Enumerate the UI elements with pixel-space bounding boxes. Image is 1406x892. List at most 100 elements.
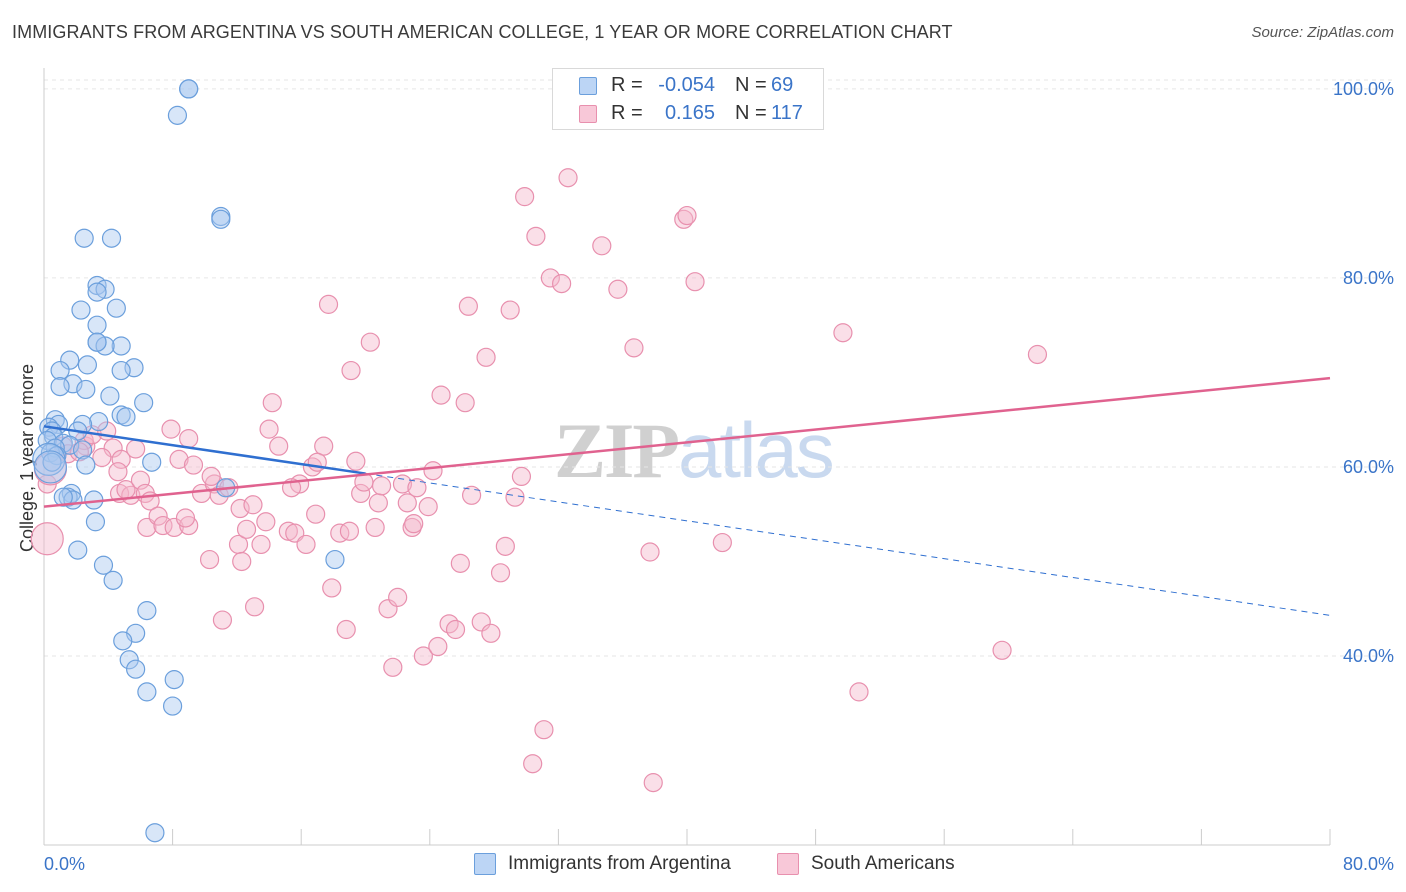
argentina-point (100, 386, 120, 406)
argentina-point (167, 105, 188, 125)
south-americans-point (383, 657, 403, 677)
south-americans-point (212, 610, 233, 630)
argentina-point (53, 487, 73, 507)
south-americans-point (523, 754, 543, 774)
south-americans-point (677, 205, 697, 226)
south-americans-point (330, 523, 350, 543)
argentina-point (325, 549, 345, 570)
south-americans-point (413, 646, 433, 666)
y-axis-label: College, 1 year or more (17, 364, 37, 552)
argentina-point (137, 601, 157, 621)
south-americans-point (30, 522, 64, 556)
south-americans-point (368, 493, 388, 513)
south-americans-point (183, 455, 204, 475)
south-americans-point (515, 187, 535, 207)
argentina-point (111, 360, 131, 381)
legend-label: South Americans (811, 853, 955, 874)
argentina-point (68, 540, 88, 560)
south-americans-point (314, 436, 334, 456)
stats-legend: R = -0.054 N = 69 R = 0.165 N = 117 (552, 68, 824, 130)
south-americans-point (552, 273, 572, 294)
south-americans-point (296, 534, 316, 555)
south-americans-point (423, 461, 443, 481)
south-americans-point (476, 347, 496, 367)
south-americans-point (458, 296, 478, 316)
source-label: Source: ZipAtlas.com (1251, 24, 1394, 41)
y-tick-label: 80.0% (1343, 268, 1394, 288)
argentina-point (142, 452, 162, 472)
south-americans-point (388, 587, 408, 607)
south-americans-point (161, 419, 181, 439)
stats-legend-row-blue: R = -0.054 N = 69 (553, 71, 823, 101)
south-americans-point (685, 272, 705, 292)
south-americans-point (450, 553, 470, 573)
argentina-point (85, 512, 106, 532)
south-americans-point (169, 449, 189, 469)
south-americans-point (111, 449, 131, 469)
south-americans-point (360, 332, 380, 352)
south-americans-point (404, 514, 424, 534)
south-americans-point (232, 551, 252, 572)
south-americans-trend-line (43, 376, 1331, 508)
south-americans-point (371, 476, 392, 496)
south-americans-point (397, 493, 417, 513)
south-americans-point (126, 439, 146, 459)
argentina-point (50, 377, 70, 397)
south-americans-point (481, 623, 501, 643)
y-tick-label: 100.0% (1333, 79, 1394, 99)
south-americans-point (346, 451, 366, 471)
argentina-point (71, 300, 91, 320)
argentina-point (145, 823, 165, 843)
n-label: N = (735, 102, 767, 124)
argentina-point (74, 228, 94, 248)
argentina-point (87, 315, 107, 335)
south-americans-point (643, 773, 663, 793)
south-americans-point (148, 506, 168, 526)
south-americans-point (269, 436, 289, 456)
argentina-point (164, 670, 184, 690)
n-value: 69 (771, 74, 794, 96)
argentina-point (50, 360, 70, 381)
south-americans-point (534, 720, 554, 740)
south-americans-point (592, 236, 612, 256)
south-americans-point (428, 636, 448, 657)
south-americans-point (992, 640, 1012, 660)
south-americans-point (407, 478, 427, 498)
south-americans-point (490, 563, 511, 583)
argentina-point (113, 631, 133, 651)
south-americans-point (175, 508, 196, 528)
r-label: R = (611, 102, 643, 124)
argentina-point (163, 696, 183, 716)
south-americans-point (511, 466, 532, 487)
south-americans-point (640, 542, 660, 562)
argentina-point (106, 298, 126, 318)
south-americans-point (179, 428, 199, 449)
south-americans-point (558, 168, 578, 188)
argentina-point (42, 452, 62, 472)
south-americans-point (259, 419, 279, 439)
south-americans-point (137, 517, 157, 538)
south-americans-point (526, 226, 546, 246)
argentina-point (76, 455, 96, 475)
south-americans-point (1027, 344, 1048, 365)
r-value: -0.054 (658, 74, 715, 96)
x-tick-label: 80.0% (1343, 854, 1394, 874)
argentina-point (72, 440, 93, 460)
south-americans-point (849, 682, 869, 702)
south-americans-point (322, 578, 342, 598)
south-americans-point (243, 495, 263, 515)
argentina-point (87, 332, 107, 352)
argentina-point (60, 435, 80, 455)
pink-swatch (777, 853, 799, 875)
x-tick-label: 0.0% (44, 854, 85, 874)
south-americans-point (712, 532, 732, 553)
argentina-point (211, 209, 231, 229)
argentina-point (60, 350, 80, 370)
argentina-point (77, 355, 98, 375)
n-label: N = (735, 74, 767, 96)
south-americans-point (540, 268, 560, 288)
n-value: 117 (771, 102, 803, 124)
south-americans-point (495, 536, 515, 556)
south-americans-point (251, 534, 271, 555)
